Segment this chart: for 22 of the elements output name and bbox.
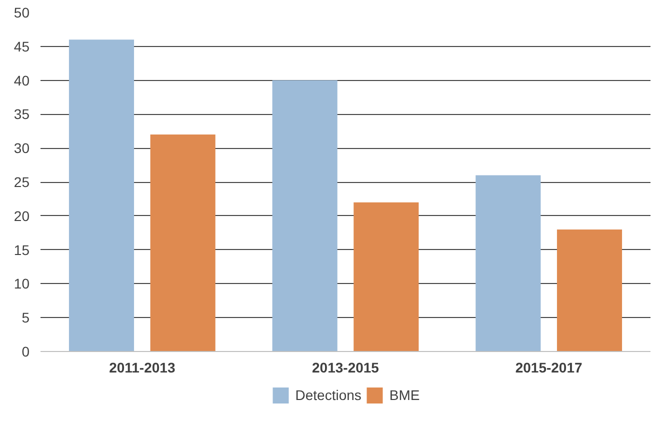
y-tick-label: 50 — [14, 4, 30, 20]
legend-label: Detections — [295, 387, 362, 403]
bar — [476, 175, 541, 352]
y-tick-label: 25 — [14, 174, 30, 190]
y-tick-label: 20 — [14, 208, 30, 224]
y-tick-label: 15 — [14, 242, 30, 258]
legend-label: BME — [389, 387, 420, 403]
bar — [556, 229, 622, 352]
bar — [68, 40, 134, 352]
y-tick-label: 40 — [14, 72, 30, 88]
x-tick-label: 2015-2017 — [515, 360, 583, 376]
y-tick-label: 10 — [14, 276, 30, 292]
bar — [272, 80, 338, 352]
y-tick-label: 30 — [14, 140, 30, 156]
y-tick-label: 45 — [14, 38, 30, 54]
x-tick-label: 2011-2013 — [109, 360, 176, 376]
y-tick-label: 5 — [22, 310, 30, 326]
x-tick-label: 2013-2015 — [312, 360, 380, 376]
bar — [354, 202, 419, 352]
y-tick-label: 35 — [14, 106, 30, 122]
bar — [150, 134, 216, 352]
y-tick-label: 0 — [22, 344, 30, 360]
